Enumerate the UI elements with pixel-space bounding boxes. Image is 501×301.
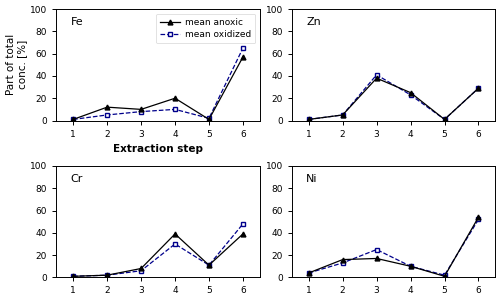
Text: Cr: Cr — [71, 174, 83, 184]
X-axis label: Extraction step: Extraction step — [113, 144, 203, 154]
Text: Ni: Ni — [306, 174, 318, 184]
Y-axis label: Part of total
conc. [%]: Part of total conc. [%] — [6, 34, 27, 95]
Text: Fe: Fe — [71, 17, 83, 27]
Legend: mean anoxic, mean oxidized: mean anoxic, mean oxidized — [156, 14, 256, 43]
Text: Zn: Zn — [306, 17, 321, 27]
